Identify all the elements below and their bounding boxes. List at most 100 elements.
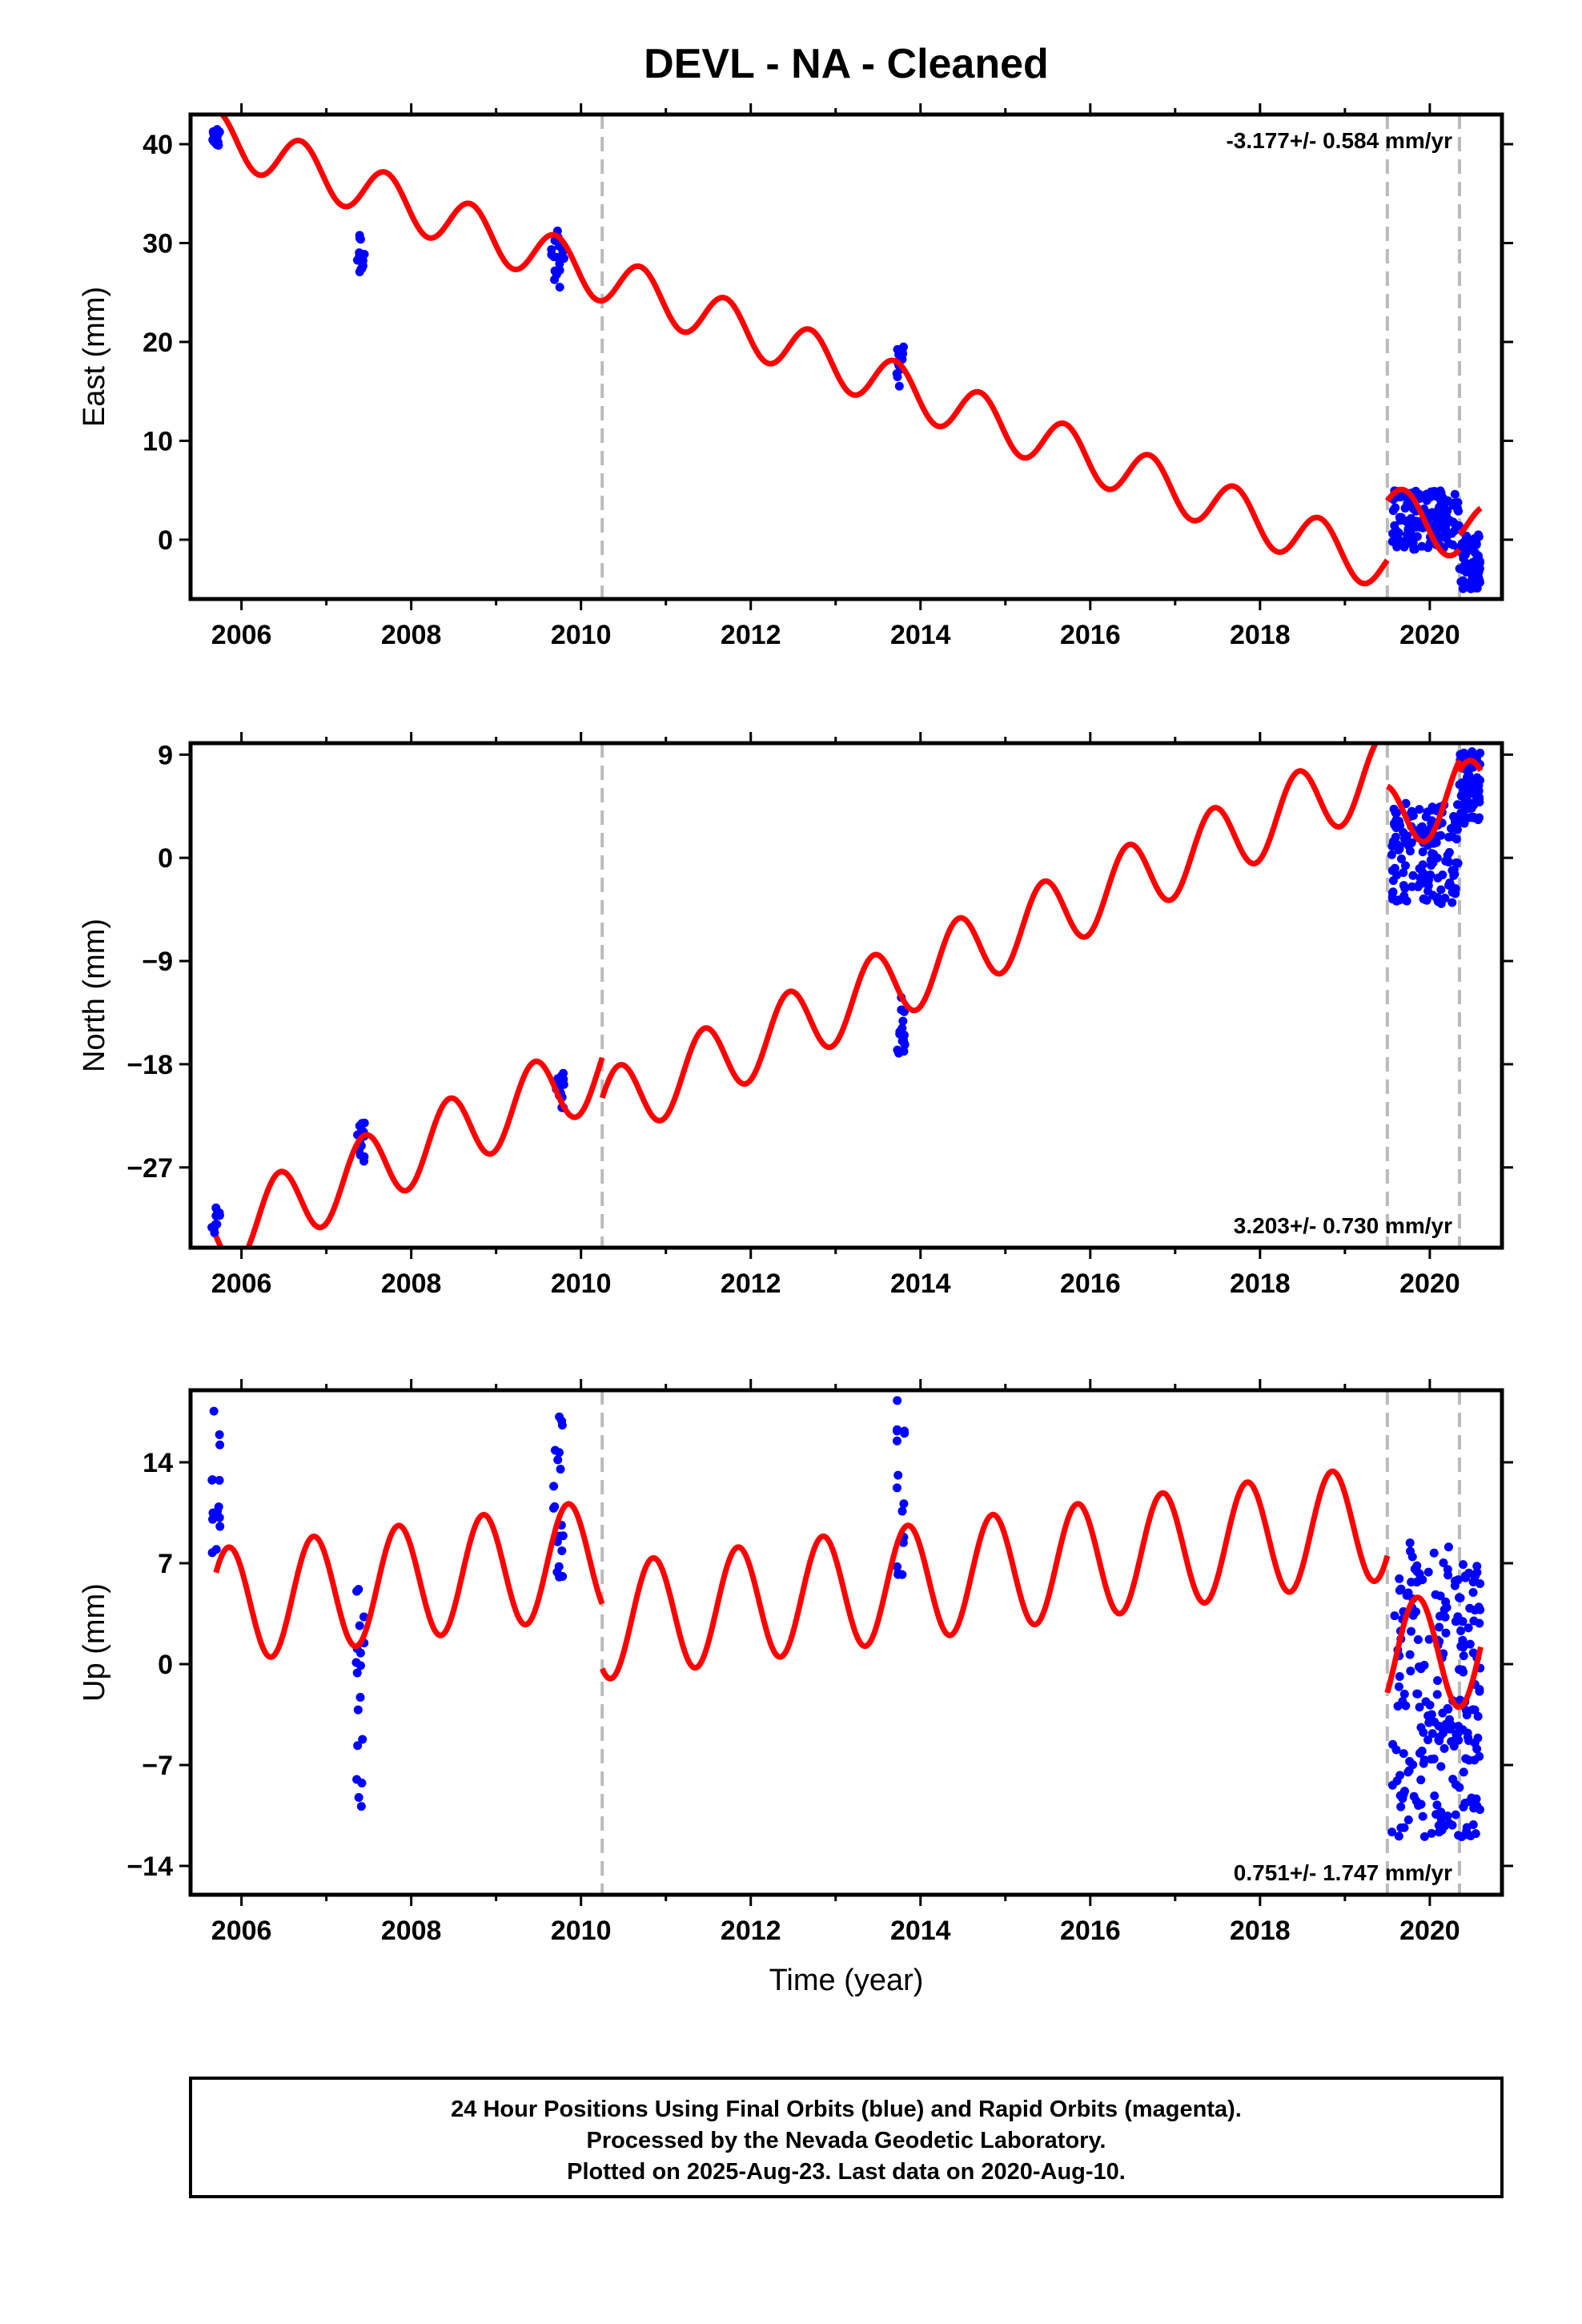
figure-title: DEVL - NA - Cleaned bbox=[644, 41, 1049, 87]
data-point bbox=[215, 1429, 224, 1439]
data-point bbox=[1457, 1831, 1467, 1841]
data-point bbox=[1438, 870, 1447, 879]
x-axis-label: Time (year) bbox=[769, 1964, 924, 1997]
model-curve bbox=[1385, 486, 1462, 559]
data-point bbox=[1407, 1626, 1416, 1636]
data-point bbox=[893, 1425, 902, 1434]
data-point bbox=[898, 1016, 908, 1026]
data-point bbox=[1419, 894, 1428, 903]
data-point bbox=[893, 1470, 903, 1480]
data-point bbox=[1453, 800, 1463, 810]
data-point bbox=[1441, 524, 1451, 533]
data-point bbox=[1443, 1565, 1452, 1574]
model-curve bbox=[600, 1468, 1391, 1682]
rate-label: 0.751+/- 1.747 mm/yr bbox=[1234, 1860, 1452, 1885]
data-point bbox=[1433, 521, 1443, 530]
data-point bbox=[1394, 1831, 1403, 1841]
data-point bbox=[1394, 1682, 1403, 1691]
data-point bbox=[1465, 1639, 1475, 1649]
data-point bbox=[1427, 806, 1436, 815]
data-point bbox=[555, 1531, 564, 1541]
data-point bbox=[1390, 863, 1399, 873]
y-tick-label: 20 bbox=[143, 328, 173, 358]
data-point bbox=[1467, 561, 1476, 571]
data-point bbox=[1418, 1575, 1427, 1585]
footer-line-2: Processed by the Nevada Geodetic Laborat… bbox=[587, 2128, 1106, 2153]
x-tick-label: 2016 bbox=[1060, 1916, 1121, 1946]
data-point bbox=[1468, 1588, 1478, 1598]
data-point bbox=[1395, 1672, 1404, 1682]
data-point bbox=[1469, 538, 1479, 548]
y-tick-label: −14 bbox=[126, 1852, 173, 1882]
data-point bbox=[208, 1508, 218, 1518]
data-point bbox=[215, 1522, 225, 1531]
data-point bbox=[1434, 1820, 1443, 1830]
data-point bbox=[1447, 540, 1457, 549]
data-point bbox=[359, 1612, 368, 1622]
data-point bbox=[1444, 857, 1454, 866]
data-point bbox=[1399, 1749, 1408, 1759]
data-point bbox=[1438, 493, 1447, 503]
data-point bbox=[1429, 1548, 1439, 1558]
data-point bbox=[1451, 889, 1460, 899]
data-point bbox=[1395, 1574, 1404, 1583]
data-point bbox=[1459, 786, 1468, 795]
data-point bbox=[1436, 885, 1446, 895]
x-tick-label: 2012 bbox=[721, 1269, 781, 1299]
y-tick-label: 9 bbox=[158, 740, 173, 770]
data-point bbox=[1467, 812, 1476, 822]
data-point bbox=[1453, 1575, 1463, 1585]
data-point bbox=[214, 1502, 223, 1512]
data-point bbox=[1468, 1577, 1478, 1586]
data-point bbox=[892, 1483, 901, 1493]
data-point bbox=[1450, 489, 1460, 499]
x-tick-label: 2020 bbox=[1399, 620, 1460, 650]
data-point bbox=[1420, 875, 1430, 884]
data-point bbox=[1406, 1546, 1415, 1556]
data-point bbox=[1439, 1727, 1448, 1736]
data-point bbox=[1461, 1573, 1471, 1582]
data-point bbox=[1435, 1591, 1445, 1601]
data-point bbox=[207, 1223, 217, 1232]
model-curve bbox=[1385, 758, 1463, 845]
y-tick-label: 0 bbox=[158, 1650, 173, 1680]
x-tick-label: 2016 bbox=[1060, 1269, 1121, 1299]
data-point bbox=[1458, 576, 1468, 585]
data-point bbox=[1412, 532, 1422, 541]
data-point bbox=[1453, 858, 1463, 868]
data-point bbox=[1415, 1748, 1424, 1758]
data-point bbox=[1441, 533, 1451, 543]
data-point bbox=[1423, 1735, 1433, 1745]
data-point bbox=[352, 1586, 362, 1596]
data-point bbox=[1427, 511, 1436, 521]
data-point bbox=[1447, 1721, 1456, 1731]
panel-north: 2006 2008 2010 2012 2014 2016 2018 2020 9 0 −9 −18 −… bbox=[78, 732, 1513, 1299]
data-point bbox=[1447, 824, 1456, 834]
data-point bbox=[355, 1150, 365, 1160]
data-point bbox=[893, 1045, 902, 1055]
data-point bbox=[1418, 860, 1427, 870]
data-point bbox=[1455, 1783, 1464, 1792]
data-point bbox=[353, 1705, 363, 1715]
data-point bbox=[1403, 499, 1412, 509]
data-point bbox=[207, 1548, 217, 1558]
data-point bbox=[1403, 1815, 1413, 1825]
data-point bbox=[355, 231, 364, 240]
data-point bbox=[355, 1648, 365, 1658]
data-point bbox=[215, 1208, 224, 1217]
data-point bbox=[1387, 1827, 1397, 1837]
data-point bbox=[1401, 1701, 1411, 1711]
x-tick-label: 2018 bbox=[1230, 1916, 1291, 1946]
data-point bbox=[1396, 1823, 1406, 1832]
data-point bbox=[1429, 838, 1439, 848]
data-point bbox=[1399, 834, 1409, 844]
data-point bbox=[1450, 519, 1460, 529]
data-point bbox=[1451, 1617, 1460, 1626]
data-point bbox=[358, 1735, 367, 1744]
data-point bbox=[1472, 1744, 1482, 1754]
x-tick-label: 2006 bbox=[211, 1269, 272, 1299]
data-point bbox=[355, 1621, 364, 1630]
data-point bbox=[1399, 868, 1408, 878]
data-point bbox=[1411, 1796, 1421, 1806]
data-point bbox=[1460, 818, 1469, 828]
